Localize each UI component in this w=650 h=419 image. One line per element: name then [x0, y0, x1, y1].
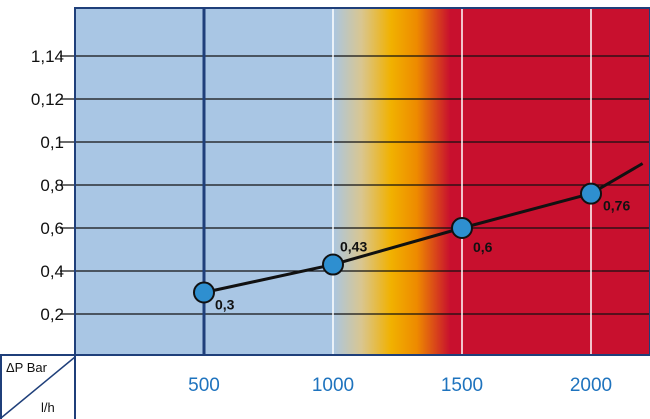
x-tick-label: 1500 [441, 375, 483, 396]
y-tick-label: 0,4 [40, 262, 64, 281]
horizontal-grid [60, 55, 650, 315]
data-point-label: 0,6 [473, 239, 493, 255]
data-point-label: 0,3 [215, 297, 235, 313]
data-markers [193, 182, 602, 304]
data-point-marker [193, 281, 215, 304]
corner-diagonal [0, 356, 76, 419]
y-tick-label: 1,14 [31, 47, 64, 66]
y-axis-unit-label: ΔP Bar [6, 360, 48, 375]
y-tick-label: 0,2 [40, 305, 64, 324]
x-tick-labels: 500 1000 1500 2000 [188, 375, 612, 396]
data-point-marker [322, 253, 344, 276]
y-tick-label: 0,8 [40, 176, 64, 195]
data-point-marker [451, 217, 473, 239]
y-tick-label: 0,1 [40, 133, 64, 152]
data-point-marker [580, 182, 602, 205]
zone-danger [450, 8, 650, 355]
y-tick-label: 0,6 [40, 219, 64, 238]
zone-transition [332, 8, 450, 355]
y-tick-label: 0,12 [31, 90, 64, 109]
x-tick-label: 1000 [312, 375, 354, 396]
x-tick-label: 2000 [570, 375, 612, 396]
y-tick-labels: 0,2 0,4 0,6 0,8 0,1 0,12 1,14 [31, 47, 64, 324]
data-point-label: 0,43 [340, 239, 367, 255]
x-axis-unit-label: l/h [41, 400, 55, 415]
data-labels: 0,3 0,43 0,6 0,76 [215, 198, 630, 313]
x-tick-label: 500 [188, 375, 220, 396]
data-point-label: 0,76 [603, 198, 630, 214]
